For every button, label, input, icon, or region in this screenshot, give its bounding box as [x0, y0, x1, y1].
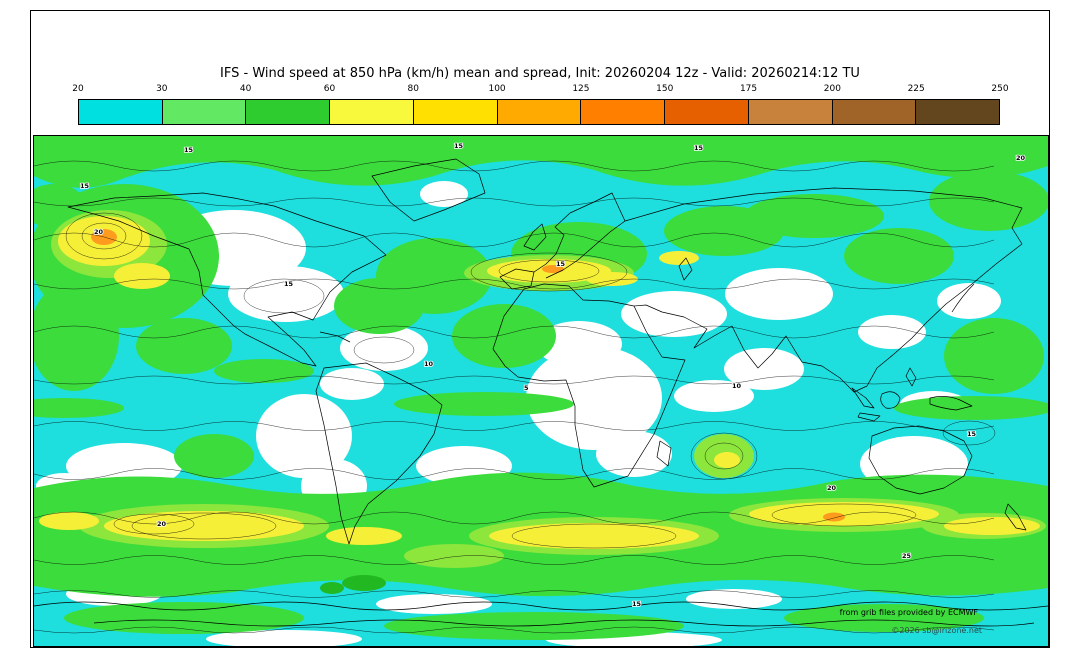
contour-label: 15 [80, 182, 90, 190]
contour-labels: 15 15 15 20 15 20 15 10 5 15 10 20 15 20… [79, 141, 1026, 609]
ecmwf-credit: from grib files provided by ECMWF [839, 608, 978, 617]
contour-label: 15 [694, 144, 704, 152]
colorbar-tick-label: 150 [656, 84, 674, 94]
contour-label: 20 [157, 520, 167, 528]
colorbar-segment [916, 100, 1000, 124]
coastlines [34, 158, 1048, 627]
contour-label: 20 [1016, 154, 1026, 162]
colorbar-tick-label: 250 [991, 84, 1009, 94]
colorbar-segment [413, 100, 498, 124]
contour-label: 20 [94, 228, 104, 236]
wind-field-svg: 15 15 15 20 15 20 15 10 5 15 10 20 15 20… [34, 136, 1048, 646]
colorbar-tick-label: 20 [72, 84, 84, 94]
colorbar-tick-label: 60 [323, 84, 336, 94]
world-map: 15 15 15 20 15 20 15 10 5 15 10 20 15 20… [33, 135, 1049, 647]
colorbar-segment [246, 100, 331, 124]
colorbar-ticks: 20 30 40 60 80 100 125 150 175 200 225 250 [72, 84, 1008, 96]
contour-label: 15 [632, 600, 642, 608]
colorbar-segment [832, 100, 917, 124]
figure-title: IFS - Wind speed at 850 hPa (km/h) mean … [220, 66, 860, 81]
colorbar-segment [581, 100, 666, 124]
colorbar-segment [330, 100, 414, 124]
colorbar-tick-label: 40 [239, 84, 252, 94]
colorbar-tick-label: 80 [407, 84, 419, 94]
contour-label: 10 [732, 382, 742, 390]
figure-frame [30, 10, 1050, 648]
colorbar-segment [79, 100, 163, 124]
spread-contours [34, 160, 996, 634]
colorbar-segment [162, 100, 247, 124]
strong-wind-regions [39, 216, 1040, 549]
contour-label: 10 [424, 360, 434, 368]
contour-label: 5 [524, 384, 529, 392]
colorbar-segment [497, 100, 582, 124]
colorbar [78, 99, 1000, 125]
colorbar-tick-label: 100 [488, 84, 506, 94]
contour-label: 15 [284, 280, 294, 288]
contour-label: 15 [184, 146, 194, 154]
colorbar-tick-label: 225 [907, 84, 925, 94]
colorbar-tick-label: 125 [572, 84, 590, 94]
colorbar-tick-label: 30 [156, 84, 168, 94]
contour-label: 15 [967, 430, 977, 438]
contour-label: 15 [556, 260, 566, 268]
contour-label: 20 [827, 484, 837, 492]
colorbar-tick-label: 175 [739, 84, 758, 94]
colorbar-tick-label: 200 [823, 84, 841, 94]
colorbar-segment [748, 100, 833, 124]
contour-label: 25 [902, 552, 912, 560]
copyright-credit: ©2026 sb@irizone.net [891, 626, 982, 635]
contour-label: 15 [454, 142, 464, 150]
colorbar-segment [665, 100, 749, 124]
